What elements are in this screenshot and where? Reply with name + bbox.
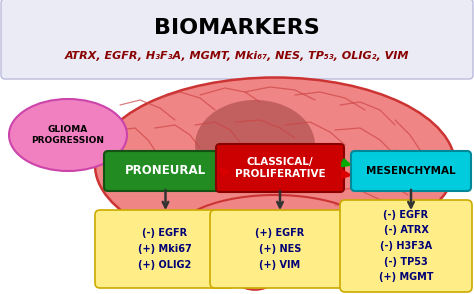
Ellipse shape (195, 100, 315, 190)
Text: PRONEURAL: PRONEURAL (125, 165, 206, 178)
Text: (+) EGFR
(+) NES
(+) VIM: (+) EGFR (+) NES (+) VIM (255, 228, 305, 270)
Text: GLIOMA
PROGRESSION: GLIOMA PROGRESSION (31, 125, 104, 145)
FancyBboxPatch shape (104, 151, 227, 191)
Ellipse shape (95, 78, 455, 253)
Text: ATRX, EGFR, H₃F₃A, MGMT, Mki₆₇, NES, TP₅₃, OLIG₂, VIM: ATRX, EGFR, H₃F₃A, MGMT, Mki₆₇, NES, TP₅… (65, 51, 409, 61)
Text: MESENCHYMAL: MESENCHYMAL (366, 166, 456, 176)
Text: (-) EGFR
(-) ATRX
(-) H3F3A
(-) TP53
(+) MGMT: (-) EGFR (-) ATRX (-) H3F3A (-) TP53 (+)… (379, 210, 433, 282)
FancyBboxPatch shape (351, 151, 471, 191)
Ellipse shape (175, 195, 375, 275)
FancyBboxPatch shape (216, 144, 344, 192)
Text: (-) EGFR
(+) Mki67
(+) OLIG2: (-) EGFR (+) Mki67 (+) OLIG2 (138, 228, 192, 270)
Text: BIOMARKERS: BIOMARKERS (154, 18, 320, 38)
FancyBboxPatch shape (1, 0, 473, 79)
FancyBboxPatch shape (95, 210, 235, 288)
FancyBboxPatch shape (210, 210, 350, 288)
Text: CLASSICAL/
PROLIFERATIVE: CLASSICAL/ PROLIFERATIVE (235, 157, 325, 179)
Ellipse shape (9, 99, 127, 171)
Ellipse shape (228, 240, 283, 290)
FancyBboxPatch shape (340, 200, 472, 292)
